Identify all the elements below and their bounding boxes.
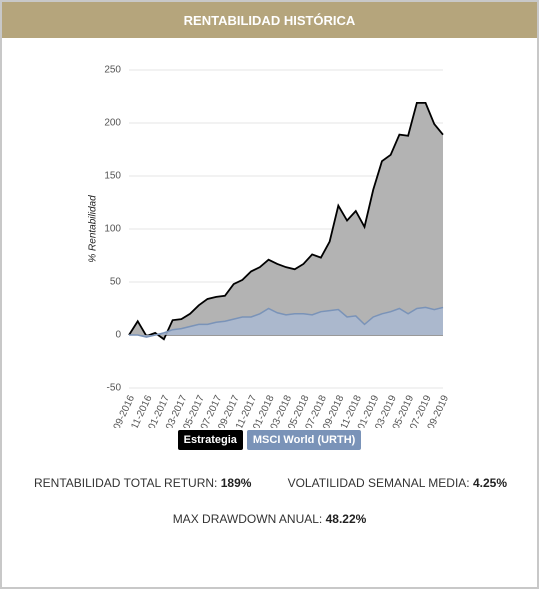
area: [129, 102, 443, 340]
y-tick-label: 250: [104, 65, 121, 76]
stat: VOLATILIDAD SEMANAL MEDIA: 4.25%: [288, 476, 507, 490]
stat-label: VOLATILIDAD SEMANAL MEDIA:: [287, 476, 470, 490]
legend-item[interactable]: Estrategia: [177, 430, 243, 450]
stat: MAX DRAWDOWN ANUAL: 48.22%: [2, 512, 537, 526]
stat-value: 189%: [220, 476, 252, 490]
stat-label: MAX DRAWDOWN ANUAL:: [172, 512, 323, 526]
stat-label: RENTABILIDAD TOTAL RETURN:: [34, 476, 218, 490]
y-tick-label: 100: [104, 224, 121, 235]
area: [129, 307, 443, 338]
y-tick-label: 200: [104, 118, 121, 129]
y-tick-label: 50: [110, 277, 122, 288]
legend: Estrategia MSCI World (URTH): [2, 430, 537, 450]
stat-value: 48.22%: [325, 512, 367, 526]
y-tick-label: 150: [104, 171, 121, 182]
legend-item[interactable]: MSCI World (URTH): [246, 430, 362, 450]
header-title: RENTABILIDAD HISTÓRICA: [2, 2, 537, 38]
stat-value: 4.25%: [472, 476, 507, 490]
line: [128, 101, 444, 341]
y-axis-label: % Rentabilidad: [88, 195, 99, 263]
y-tick-label: -50: [107, 383, 122, 394]
y-tick-label: 0: [115, 330, 121, 341]
line: [129, 306, 444, 338]
stat: RENTABILIDAD TOTAL RETURN: 189%: [34, 476, 251, 490]
